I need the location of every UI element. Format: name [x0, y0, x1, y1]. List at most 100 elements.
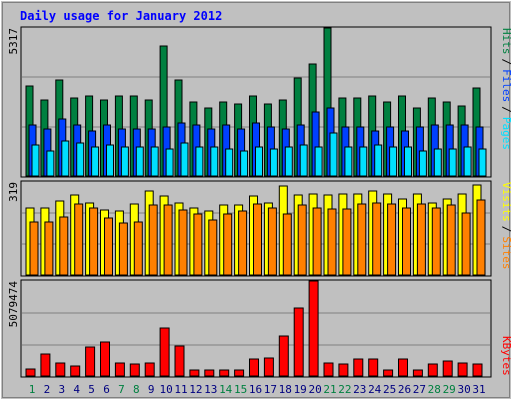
sites-bar-day-26	[402, 207, 411, 276]
pages-bar-day-9	[150, 146, 159, 177]
legend-panel-kbytes: KBytes	[500, 336, 512, 376]
pages-bar-day-4	[76, 142, 85, 177]
pages-bar-day-6	[106, 144, 114, 177]
kbytes-bar-day-22	[338, 363, 349, 377]
day-label-26: 26	[398, 383, 411, 396]
pages-bar-day-7	[120, 146, 129, 177]
day-label-16: 16	[249, 383, 262, 396]
day-label-22: 22	[338, 383, 351, 396]
sites-bar-day-12	[193, 213, 203, 276]
day-label-24: 24	[368, 383, 382, 396]
kbytes-bar-day-14	[219, 369, 230, 377]
pages-bar-day-31	[478, 148, 487, 177]
day-label-9: 9	[148, 383, 155, 396]
kbytes-bar-day-27	[412, 369, 423, 377]
sites-bar-day-16	[253, 203, 262, 276]
panel-visits-max-label: 319	[7, 182, 20, 202]
day-label-11: 11	[174, 383, 187, 396]
day-label-31: 31	[472, 383, 485, 396]
pages-bar-day-5	[91, 146, 100, 177]
sites-bar-day-6	[104, 217, 113, 276]
pages-bar-day-27	[418, 150, 427, 177]
sites-bar-day-18	[282, 213, 292, 276]
pages-bar-day-8	[135, 146, 144, 177]
day-label-14: 14	[219, 383, 233, 396]
kbytes-bar-day-26	[398, 358, 408, 377]
sites-bar-day-25	[387, 203, 397, 276]
kbytes-bar-day-10	[159, 327, 170, 377]
pages-bar-day-30	[463, 146, 472, 177]
pages-bar-day-2	[46, 150, 55, 177]
day-label-8: 8	[133, 383, 140, 396]
sites-bar-day-3	[59, 216, 69, 276]
kbytes-bar-day-23	[353, 358, 364, 377]
sites-bar-day-28	[431, 207, 441, 276]
sites-bar-day-1	[29, 221, 39, 276]
pages-bar-day-19	[299, 144, 308, 177]
pages-bar-day-24	[374, 144, 383, 177]
kbytes-bar-day-5	[85, 346, 96, 377]
sites-bar-day-4	[74, 203, 84, 276]
kbytes-bar-day-13	[204, 369, 215, 377]
day-label-21: 21	[323, 383, 336, 396]
kbytes-bar-day-20	[308, 280, 319, 377]
sites-bar-day-27	[416, 203, 426, 276]
day-label-4: 4	[73, 383, 80, 396]
pages-bar-day-10	[165, 148, 174, 177]
kbytes-bar-day-3	[55, 362, 66, 377]
day-label-13: 13	[204, 383, 217, 396]
kbytes-bar-day-12	[189, 369, 200, 377]
legend-sites: Sites	[500, 236, 512, 269]
kbytes-bar-day-30	[457, 362, 468, 377]
legend-panel-visits: Visits / Sites	[500, 182, 512, 270]
legend-kbytes: KBytes	[500, 336, 512, 376]
pages-bar-day-25	[389, 146, 398, 177]
kbytes-bar-day-16	[249, 358, 259, 377]
legend-files: Files	[500, 69, 512, 102]
chart-title: Daily usage for January 2012	[20, 9, 222, 23]
kbytes-bar-day-19	[293, 307, 304, 377]
sites-bar-day-29	[446, 204, 456, 276]
legend-sep2: /	[500, 106, 512, 113]
sites-bar-day-23	[357, 203, 367, 276]
day-label-17: 17	[264, 383, 277, 396]
day-label-29: 29	[443, 383, 456, 396]
kbytes-bar-day-29	[442, 360, 453, 377]
day-label-27: 27	[413, 383, 426, 396]
sites-bar-day-21	[327, 208, 337, 276]
sites-bar-day-15	[238, 210, 248, 276]
sites-bar-day-9	[148, 204, 158, 276]
legend-hits: Hits	[500, 28, 512, 55]
pages-bar-day-11	[180, 142, 189, 177]
sites-bar-day-11	[178, 209, 188, 276]
day-label-2: 2	[44, 383, 51, 396]
day-label-15: 15	[234, 383, 247, 396]
pages-bar-day-18	[284, 146, 293, 177]
sites-bar-day-30	[461, 212, 471, 276]
kbytes-bar-day-4	[70, 365, 81, 377]
pages-bar-day-16	[255, 146, 263, 177]
kbytes-bar-day-7	[114, 362, 125, 377]
kbytes-bar-day-21	[323, 362, 334, 377]
pages-bar-day-20	[314, 146, 323, 177]
pages-bar-day-28	[433, 148, 442, 177]
kbytes-bar-day-31	[472, 363, 483, 377]
kbytes-bar-day-8	[129, 363, 140, 377]
pages-bar-day-3	[61, 140, 70, 177]
sites-bar-day-24	[372, 202, 382, 276]
legend-sep3: /	[500, 226, 512, 233]
sites-bar-day-31	[476, 199, 486, 276]
day-label-25: 25	[383, 383, 396, 396]
sites-bar-day-20	[312, 207, 322, 276]
kbytes-bar-day-17	[263, 357, 274, 377]
kbytes-bar-day-9	[144, 362, 155, 377]
sites-bar-day-2	[44, 221, 54, 276]
sites-bar-day-5	[89, 207, 99, 276]
sites-bar-day-8	[133, 221, 143, 276]
day-label-1: 1	[29, 383, 36, 396]
pages-bar-day-1	[31, 144, 40, 177]
sites-bar-day-7	[118, 222, 128, 276]
day-label-20: 20	[308, 383, 321, 396]
sites-bar-day-10	[163, 204, 173, 276]
